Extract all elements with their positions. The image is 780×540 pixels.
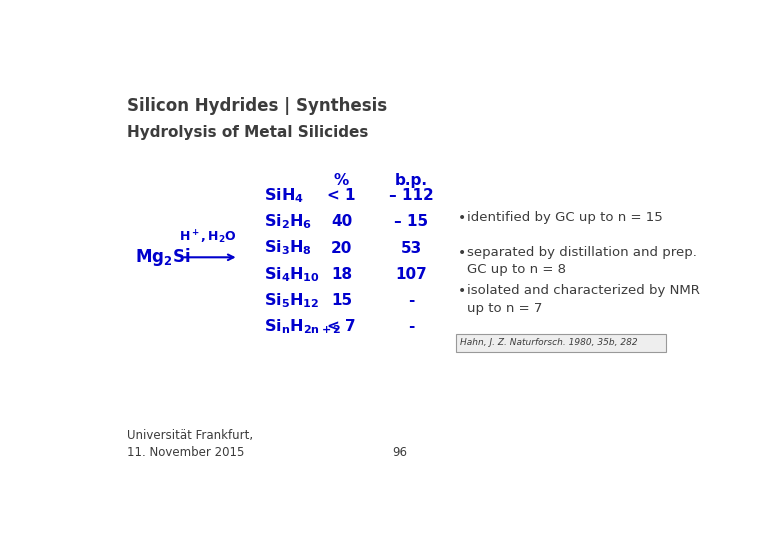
Text: < 7: < 7 bbox=[328, 319, 356, 334]
Text: •: • bbox=[458, 284, 466, 298]
Text: •: • bbox=[458, 211, 466, 225]
Text: •: • bbox=[458, 246, 466, 260]
Text: %: % bbox=[334, 173, 349, 187]
Text: 53: 53 bbox=[401, 240, 422, 255]
Text: 107: 107 bbox=[395, 267, 427, 282]
Text: $\mathbf{Si_4H_{10}}$: $\mathbf{Si_4H_{10}}$ bbox=[264, 265, 320, 284]
Text: Hydrolysis of Metal Silicides: Hydrolysis of Metal Silicides bbox=[127, 125, 368, 140]
Text: identified by GC up to n = 15: identified by GC up to n = 15 bbox=[467, 211, 663, 224]
Text: -: - bbox=[408, 293, 414, 308]
Text: 20: 20 bbox=[331, 240, 353, 255]
Text: separated by distillation and prep.
GC up to n = 8: separated by distillation and prep. GC u… bbox=[467, 246, 697, 276]
FancyBboxPatch shape bbox=[456, 334, 666, 352]
Text: < 1: < 1 bbox=[328, 188, 356, 203]
Text: $\mathbf{Si_3H_8}$: $\mathbf{Si_3H_8}$ bbox=[264, 239, 312, 258]
Text: b.p.: b.p. bbox=[395, 173, 428, 187]
Text: $\mathbf{Si_nH_{2n+2}}$: $\mathbf{Si_nH_{2n+2}}$ bbox=[264, 318, 342, 336]
Text: 96: 96 bbox=[392, 446, 407, 459]
Text: Universität Frankfurt,
11. November 2015: Universität Frankfurt, 11. November 2015 bbox=[127, 429, 253, 459]
Text: $\mathbf{Si_2H_6}$: $\mathbf{Si_2H_6}$ bbox=[264, 213, 312, 231]
Text: Silicon Hydrides | Synthesis: Silicon Hydrides | Synthesis bbox=[127, 97, 387, 115]
Text: 15: 15 bbox=[331, 293, 353, 308]
Text: isolated and characterized by NMR
up to n = 7: isolated and characterized by NMR up to … bbox=[467, 284, 700, 315]
Text: – 112: – 112 bbox=[389, 188, 434, 203]
Text: $\mathbf{SiH_4}$: $\mathbf{SiH_4}$ bbox=[264, 186, 304, 205]
Text: $\mathbf{H^+, H_2O}$: $\mathbf{H^+, H_2O}$ bbox=[179, 228, 236, 246]
Text: Hahn, J. Z. Naturforsch. 1980, 35b, 282: Hahn, J. Z. Naturforsch. 1980, 35b, 282 bbox=[460, 338, 638, 347]
Text: 18: 18 bbox=[331, 267, 353, 282]
Text: $\mathbf{Mg_2Si}$: $\mathbf{Mg_2Si}$ bbox=[135, 246, 190, 268]
Text: 40: 40 bbox=[331, 214, 353, 230]
Text: -: - bbox=[408, 319, 414, 334]
Text: – 15: – 15 bbox=[395, 214, 428, 230]
Text: $\mathbf{Si_5H_{12}}$: $\mathbf{Si_5H_{12}}$ bbox=[264, 291, 320, 310]
